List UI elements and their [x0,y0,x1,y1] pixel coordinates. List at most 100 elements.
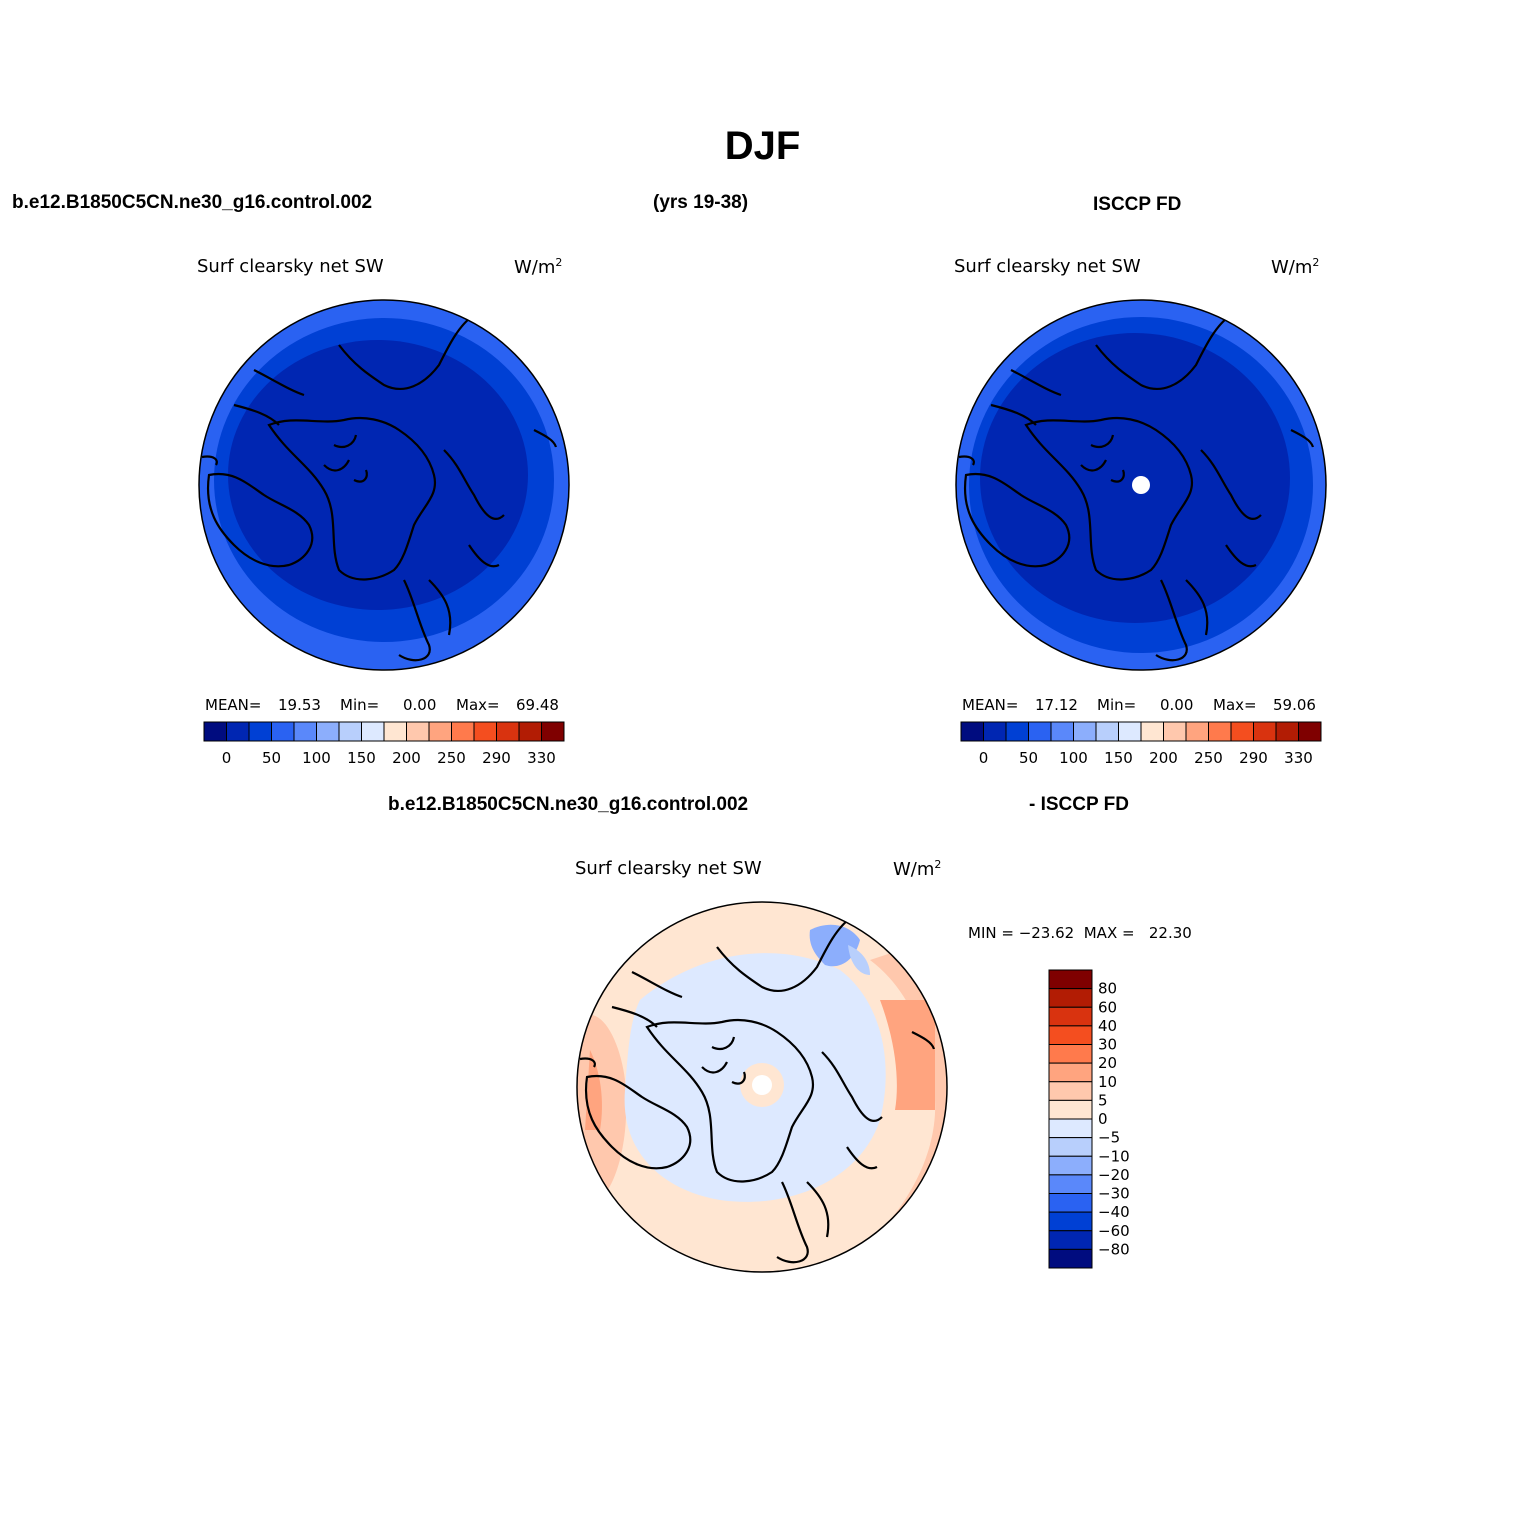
colorbar-box [1048,1081,1093,1101]
colorbar-tick-label: 0 [222,749,232,767]
colorbar-box [428,721,452,742]
colorbar-box [1048,1006,1093,1027]
obs-map [955,299,1327,671]
colorbar-tick-label: 100 [302,749,331,767]
model-min-label: Min= [340,696,380,714]
obs-min-value: 0.00 [1160,696,1194,714]
model-mean-label: MEAN= [205,696,262,714]
diff-minmax-label: MIN = −23.62 MAX = 22.30 [968,924,1192,942]
colorbar-box [960,721,984,742]
model-units-label: W/m2 [514,256,563,278]
colorbar-box [1048,1230,1093,1250]
obs-mean-value: 17.12 [1035,696,1078,714]
obs-header: ISCCP FD [1093,194,1182,215]
colorbar-tick-label: 150 [1104,749,1133,767]
colorbar-tick-label: −10 [1098,1147,1130,1165]
colorbar-tick-label: 150 [347,749,376,767]
colorbar-tick-label: −5 [1098,1129,1120,1147]
colorbar-box [248,721,272,742]
colorbar-box [473,721,497,742]
model-max-value: 69.48 [516,696,559,714]
obs-colorbar: 0 50 100 150 200 250 290 330 [960,721,1322,767]
colorbar-box [1048,1044,1093,1064]
colorbar-box [271,721,295,742]
colorbar-tick-label: −40 [1098,1203,1130,1221]
colorbar-box [383,721,407,742]
colorbar-tick-label: −80 [1098,1240,1130,1258]
model-variable-label: Surf clearsky net SW [197,256,384,277]
colorbar-box [983,721,1007,742]
colorbar-tick-label: 290 [1239,749,1268,767]
colorbar-box [1048,1137,1093,1157]
colorbar-box [203,721,227,742]
colorbar-tick-label: 330 [527,749,556,767]
model-max-label: Max= [456,696,500,714]
colorbar-tick-label: 290 [482,749,511,767]
years-header: (yrs 19-38) [653,192,749,213]
colorbar-box [1185,721,1209,742]
obs-units-label: W/m2 [1271,256,1320,278]
colorbar-tick-label: 200 [1149,749,1178,767]
colorbar-tick-label: 250 [437,749,466,767]
colorbar-box [1048,1155,1093,1176]
colorbar-box [1048,1193,1093,1213]
model-map [198,299,570,671]
colorbar-tick-label: −20 [1098,1166,1130,1184]
colorbar-tick-label: 250 [1194,749,1223,767]
colorbar-box [1048,1211,1093,1232]
colorbar-box [1163,721,1187,742]
colorbar-tick-label: 10 [1098,1073,1117,1091]
colorbar-box [1073,721,1097,742]
colorbar-tick-label: 50 [1019,749,1038,767]
model-colorbar: 0 50 100 150 200 250 290 330 [203,721,565,767]
colorbar-tick-label: −60 [1098,1222,1130,1240]
colorbar-box [451,721,475,742]
colorbar-box [1048,988,1093,1008]
colorbar-tick-label: 80 [1098,980,1117,998]
colorbar-tick-label: 0 [979,749,989,767]
obs-mean-label: MEAN= [962,696,1019,714]
colorbar-tick-label: 60 [1098,998,1117,1016]
colorbar-box [1095,721,1119,742]
colorbar-tick-label: 30 [1098,1036,1117,1054]
model-min-value: 0.00 [403,696,437,714]
colorbar-box [1050,721,1074,742]
colorbar-box [1048,1062,1093,1083]
colorbar-tick-label: −30 [1098,1185,1130,1203]
diff-map [576,901,948,1273]
obs-max-label: Max= [1213,696,1257,714]
colorbar-box [316,721,340,742]
missing-pole-marker [1132,476,1150,494]
model-mean-value: 19.53 [278,696,321,714]
diff-variable-label: Surf clearsky net SW [575,858,762,879]
diff-case-header: b.e12.B1850C5CN.ne30_g16.control.002 [388,794,749,815]
obs-max-value: 59.06 [1273,696,1316,714]
colorbar-tick-label: 40 [1098,1017,1117,1035]
colorbar-box [1298,721,1322,742]
colorbar-tick-label: 5 [1098,1091,1108,1109]
colorbar-box [518,721,542,742]
colorbar-box [1048,1248,1093,1269]
colorbar-box [293,721,317,742]
colorbar-box [541,721,565,742]
colorbar-box [1275,721,1299,742]
colorbar-box [361,721,385,742]
colorbar-box [1048,1025,1093,1045]
colorbar-box [1048,1174,1093,1194]
colorbar-tick-label: 330 [1284,749,1313,767]
colorbar-box [406,721,430,742]
colorbar-box [496,721,520,742]
colorbar-box [226,721,250,742]
obs-variable-label: Surf clearsky net SW [954,256,1141,277]
figure-title: DJF [724,124,801,168]
case-name-header: b.e12.B1850C5CN.ne30_g16.control.002 [12,192,373,213]
colorbar-box [1253,721,1277,742]
colorbar-box [1028,721,1052,742]
colorbar-tick-label: 0 [1098,1110,1108,1128]
colorbar-box [1048,1118,1093,1139]
colorbar-box [338,721,362,742]
colorbar-tick-label: 20 [1098,1054,1117,1072]
obs-min-label: Min= [1097,696,1137,714]
diff-obs-header: - ISCCP FD [1029,794,1129,815]
